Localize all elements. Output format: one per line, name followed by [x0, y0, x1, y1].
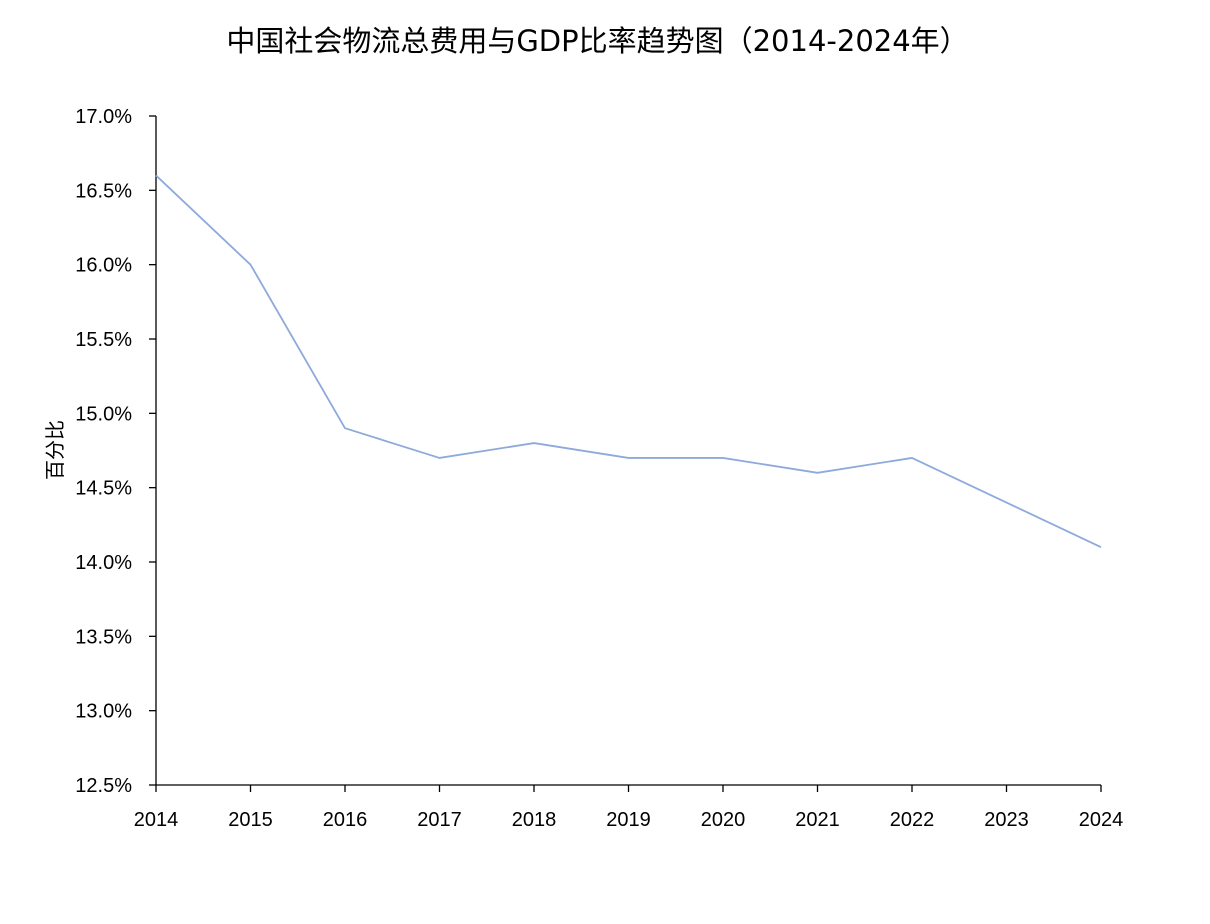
- y-tick-label: 17.0%: [75, 106, 132, 128]
- x-tick-label: 2019: [606, 809, 651, 831]
- y-tick-label: 14.0%: [75, 552, 132, 574]
- x-tick-label: 2015: [228, 809, 273, 831]
- x-tick-label: 2016: [323, 809, 368, 831]
- y-tick-label: 14.5%: [75, 478, 132, 500]
- x-tick-label: 2024: [1079, 809, 1124, 831]
- x-tick-label: 2022: [890, 809, 935, 831]
- x-tick-label: 2014: [134, 809, 179, 831]
- series-layer: [155, 174, 1102, 548]
- x-tick-label: 2020: [701, 809, 746, 831]
- y-tick-label: 16.0%: [75, 255, 132, 277]
- y-tick-label: 13.0%: [75, 701, 132, 723]
- x-tick-label: 2023: [984, 809, 1029, 831]
- y-tick-label: 16.5%: [75, 180, 132, 202]
- x-axis: 2014 2015 2016 2017 2018 2019 2020 2021 2022 2023…: [134, 784, 1124, 831]
- y-axis-title: 百分比: [43, 420, 67, 480]
- y-axis: 12.5% 13.0% 13.5% 14.0% 14.5% 15.0% 15.5% 16.0%…: [75, 106, 157, 797]
- x-tick-label: 2018: [512, 809, 557, 831]
- series-line-0: [155, 174, 1102, 548]
- x-tick-label: 2017: [417, 809, 462, 831]
- y-tick-label: 13.5%: [75, 626, 132, 648]
- y-tick-label: 12.5%: [75, 775, 132, 797]
- chart-title: 中国社会物流总费用与GDP比率趋势图（2014-2024年）: [226, 24, 969, 58]
- y-tick-label: 15.0%: [75, 403, 132, 425]
- x-tick-label: 2021: [795, 809, 840, 831]
- y-tick-label: 15.5%: [75, 329, 132, 351]
